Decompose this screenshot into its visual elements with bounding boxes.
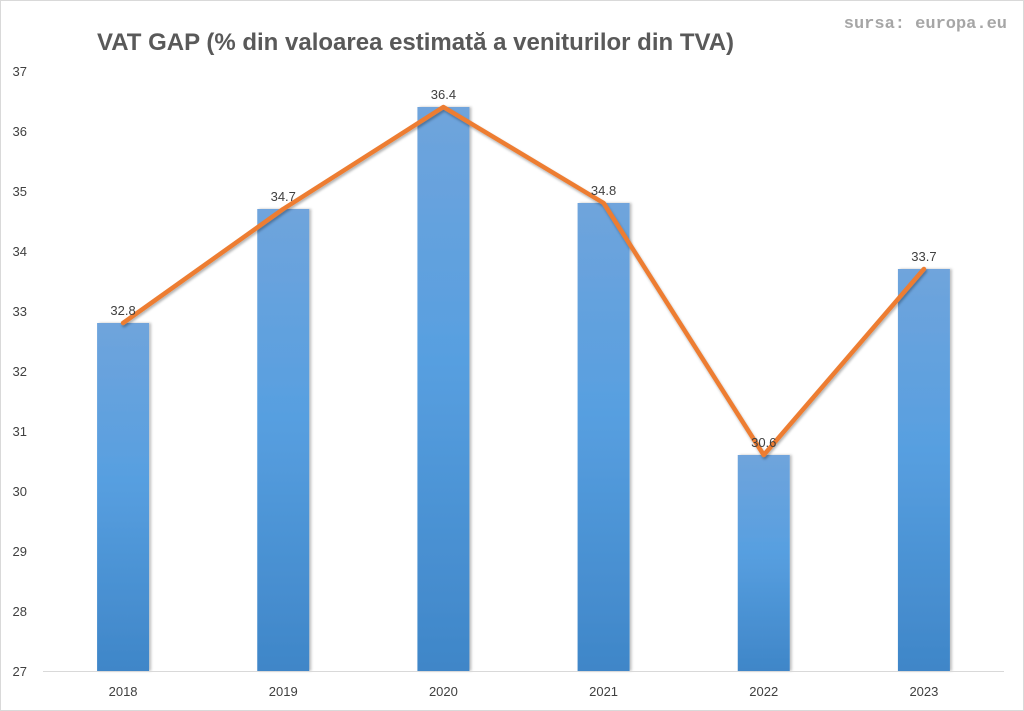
bar-series bbox=[97, 107, 950, 671]
bar-2022 bbox=[737, 455, 790, 671]
source-label: sursa: europa.eu bbox=[843, 15, 1007, 34]
y-tick-label: 33 bbox=[13, 304, 27, 319]
data-labels: 32.8 34.7 36.4 34.8 30.6 33.7 bbox=[110, 87, 936, 450]
y-tick-label: 27 bbox=[13, 664, 27, 679]
data-label: 33.7 bbox=[911, 249, 936, 264]
data-label: 32.8 bbox=[110, 303, 135, 318]
x-tick-label: 2023 bbox=[909, 684, 938, 699]
y-tick-label: 34 bbox=[13, 244, 27, 259]
y-tick-label: 35 bbox=[13, 184, 27, 199]
x-axis: 2018 2019 2020 2021 2022 2023 bbox=[43, 671, 1004, 699]
x-tick-label: 2020 bbox=[429, 684, 458, 699]
trend-line bbox=[120, 104, 927, 458]
x-tick-label: 2019 bbox=[269, 684, 298, 699]
y-tick-label: 29 bbox=[13, 544, 27, 559]
data-label: 34.7 bbox=[271, 189, 296, 204]
data-label: 34.8 bbox=[591, 183, 616, 198]
y-tick-label: 30 bbox=[13, 484, 27, 499]
bar-2018 bbox=[97, 323, 150, 671]
x-tick-label: 2022 bbox=[749, 684, 778, 699]
chart-title: VAT GAP (% din valoarea estimată a venit… bbox=[97, 29, 735, 56]
data-label: 30.6 bbox=[751, 435, 776, 450]
y-axis: 27 28 29 30 31 32 33 34 35 36 37 bbox=[13, 64, 27, 679]
y-tick-label: 36 bbox=[13, 124, 27, 139]
bar-2019 bbox=[257, 209, 310, 671]
x-tick-label: 2021 bbox=[589, 684, 618, 699]
y-tick-label: 37 bbox=[13, 64, 27, 79]
y-tick-label: 28 bbox=[13, 604, 27, 619]
bar-2020 bbox=[417, 107, 470, 671]
bar-2021 bbox=[577, 203, 630, 671]
x-tick-label: 2018 bbox=[109, 684, 138, 699]
line-series bbox=[120, 104, 927, 458]
data-label: 36.4 bbox=[431, 87, 456, 102]
y-tick-label: 31 bbox=[13, 424, 27, 439]
y-tick-label: 32 bbox=[13, 364, 27, 379]
bar-2023 bbox=[897, 269, 950, 671]
